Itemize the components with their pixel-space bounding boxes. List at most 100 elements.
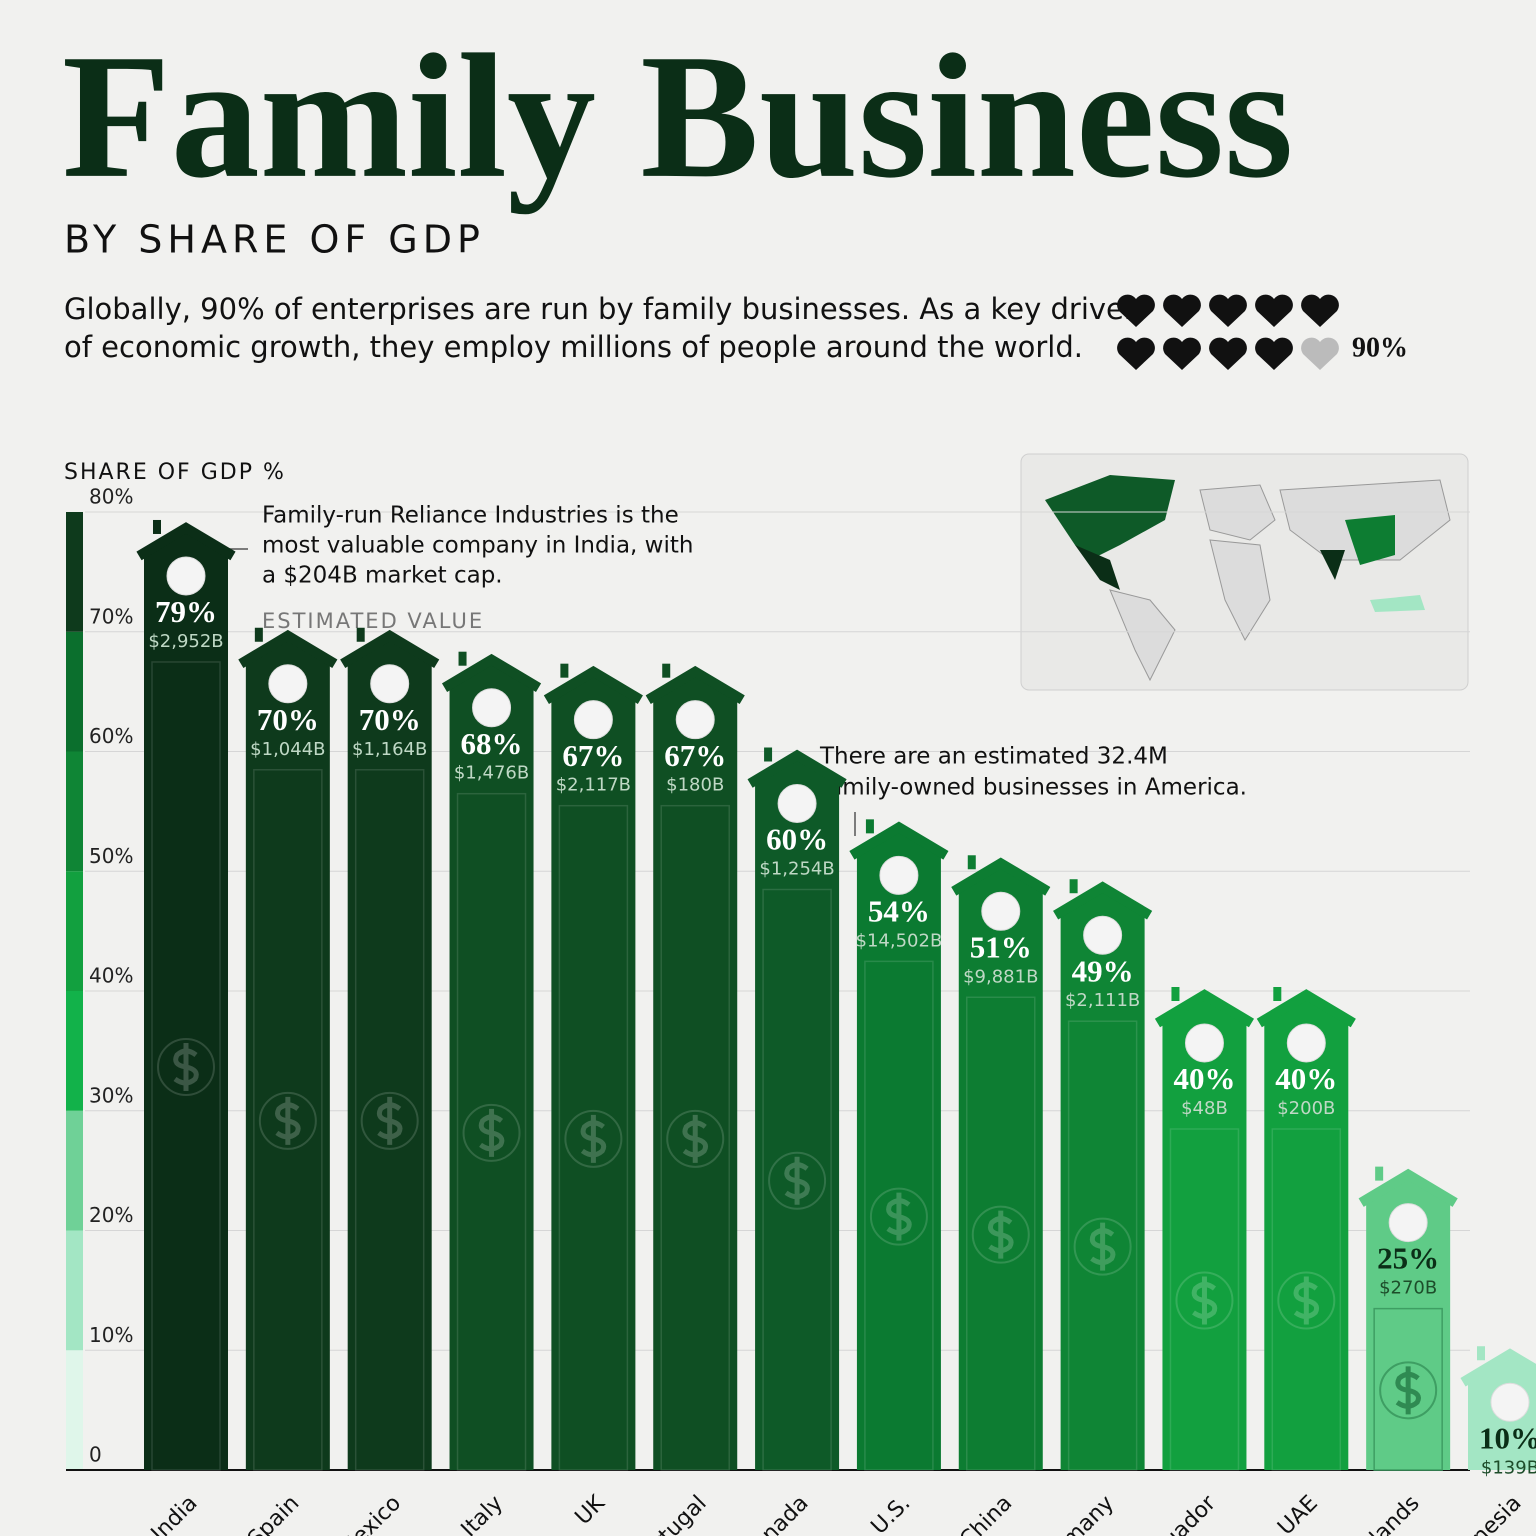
annotation: ESTIMATED VALUE [262, 609, 484, 633]
estimated-value: $14,502B [856, 930, 943, 951]
stat-icon [1209, 294, 1247, 327]
bill [762, 888, 832, 1471]
value-label: 70% [359, 702, 421, 737]
bill [1271, 1128, 1342, 1471]
chimney [967, 855, 976, 870]
stat-icon [1163, 337, 1201, 370]
map-region [1320, 550, 1345, 580]
estimated-value: $2,952B [148, 631, 223, 652]
dollar-sign [275, 1096, 301, 1145]
bar-roof [1358, 1168, 1458, 1207]
annotation: family-owned businesses in America. [820, 775, 1247, 801]
bar-roof [645, 665, 745, 704]
axis-strip [66, 1110, 83, 1231]
dollar-sign [376, 1096, 403, 1145]
axis-strip [66, 512, 83, 632]
bar [449, 659, 534, 1470]
flag [675, 700, 715, 740]
bill [1067, 1020, 1138, 1471]
bar [245, 635, 330, 1470]
flag [1388, 1203, 1428, 1243]
flag [1184, 1023, 1224, 1063]
annotation: There are an estimated 32.4M [819, 744, 1168, 770]
chart-subtitle: BY SHARE OF GDP [64, 218, 485, 262]
flag [166, 556, 206, 596]
map-region [1109, 589, 1176, 682]
estimated-value: $1,164B [352, 739, 427, 760]
bar-roof [747, 749, 847, 788]
bill [1373, 1307, 1443, 1471]
bar-roof [1460, 1348, 1536, 1387]
bar-roof [543, 665, 643, 704]
bar [144, 527, 228, 1470]
dollar-circle [157, 1037, 215, 1096]
annotation: a $204B market cap. [262, 563, 503, 589]
flag [370, 664, 410, 704]
value-label: 10% [1479, 1420, 1536, 1455]
dollar-circle [1175, 1271, 1234, 1330]
estimated-value: $139B [1481, 1457, 1536, 1478]
bar-roof [1053, 881, 1153, 920]
x-tick-label: Canada [737, 1491, 814, 1536]
dollar-circle [1379, 1361, 1438, 1420]
chimney [764, 747, 773, 762]
x-tick-label: Ecuador [1140, 1490, 1222, 1536]
dollar-sign [987, 1210, 1014, 1259]
x-tick-label: UK [571, 1490, 611, 1530]
stat-icon [1255, 337, 1293, 370]
estimated-value: $2,111B [1065, 990, 1140, 1011]
value-label: 49% [1072, 953, 1134, 988]
chimney [1171, 987, 1180, 1001]
stat-icon [1117, 337, 1155, 370]
axis-strip [66, 1350, 83, 1470]
map-region [1370, 595, 1425, 612]
bar-roof [849, 821, 949, 860]
y-tick-label: 70% [89, 604, 133, 628]
bill [558, 804, 629, 1471]
estimated-value: $270B [1379, 1278, 1437, 1299]
bill [1169, 1128, 1240, 1471]
flag [472, 688, 512, 728]
chimney [254, 627, 263, 642]
x-tick-label: Mexico [334, 1491, 406, 1536]
flag [777, 784, 817, 823]
estimated-value: $48B [1181, 1098, 1228, 1119]
stat-icon [1301, 337, 1339, 370]
y-tick-label: 20% [89, 1203, 133, 1227]
stat-icon [1117, 294, 1155, 327]
bill [253, 769, 323, 1471]
dollar-circle [1277, 1271, 1336, 1330]
bill [151, 661, 221, 1471]
x-tick-label: UAE [1273, 1491, 1323, 1536]
axis-strip [66, 991, 83, 1111]
chimney [1477, 1346, 1485, 1361]
bar-roof [1154, 989, 1255, 1028]
value-label: 40% [1173, 1061, 1235, 1096]
estimated-value: $180B [666, 775, 724, 796]
flag [879, 855, 919, 895]
x-tick-label: Netherlands [1312, 1491, 1425, 1536]
map-region [1045, 475, 1175, 560]
value-label: 54% [868, 893, 930, 928]
dollar-circle [971, 1205, 1030, 1264]
chart-title: Family Business [62, 17, 1293, 215]
dollar-circle [360, 1091, 419, 1150]
x-tick-label: U.S. [867, 1491, 916, 1536]
stat-icon [1209, 337, 1247, 370]
x-tick-label: Italy [457, 1491, 508, 1536]
value-label: 51% [970, 929, 1032, 964]
estimated-value: $1,044B [250, 739, 325, 760]
x-tick-label: Indonesia [1434, 1491, 1527, 1536]
chimney [1375, 1166, 1384, 1181]
axis-strip [66, 871, 83, 991]
chimney [662, 663, 671, 678]
value-label: 25% [1377, 1241, 1439, 1276]
dollar-sign [1089, 1222, 1116, 1271]
bill [864, 960, 934, 1471]
bill [660, 804, 730, 1471]
dollar-circle [768, 1151, 827, 1210]
x-tick-label: Portugal [630, 1491, 712, 1536]
value-label: 70% [257, 702, 319, 737]
y-tick-label: 0 [89, 1443, 102, 1467]
